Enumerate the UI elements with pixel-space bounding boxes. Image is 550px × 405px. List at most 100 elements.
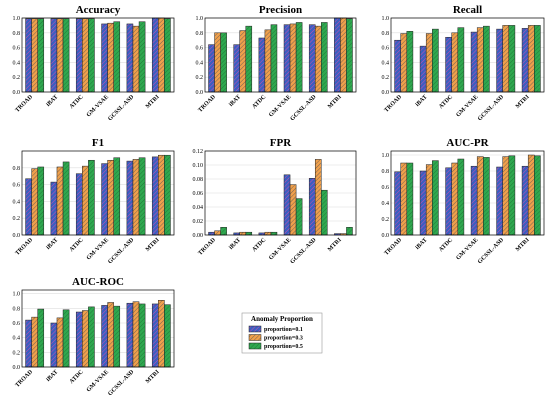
bar-ibat-proportion-0-5 bbox=[245, 231, 253, 236]
legend-label-proportion-0-3: proportion=0.3 bbox=[264, 336, 303, 342]
bar-ibat-proportion-0-3 bbox=[56, 317, 64, 368]
x-tick-label-gm-vsae: GM-VSAE bbox=[455, 94, 479, 118]
bar-gcssl-asd-proportion-0-3 bbox=[314, 25, 322, 93]
x-tick-label-atdc: ATDC bbox=[438, 94, 454, 110]
y-tick-label: 0.0 bbox=[13, 90, 21, 96]
y-tick-label: 0.4 bbox=[13, 199, 21, 205]
bar-gcssl-asd-proportion-0-1 bbox=[308, 178, 316, 236]
plot-frame bbox=[390, 17, 545, 93]
bar-troad-proportion-0-1 bbox=[394, 39, 401, 93]
x-tick-label-troad: TROAD bbox=[15, 369, 35, 389]
bar-atdc-proportion-0-1 bbox=[75, 173, 83, 236]
bar-ibat-proportion-0-5 bbox=[62, 309, 70, 368]
bar-atdc-proportion-0-1 bbox=[445, 167, 452, 236]
x-tick-label-atdc: ATDC bbox=[69, 369, 85, 385]
bar-mtri-proportion-0-1 bbox=[151, 303, 159, 368]
chart-auc-roc: AUC-ROC 0.0 0.2 0.4 0.6 0.8 1.0 TROAD iBAT ATDC GM… bbox=[13, 276, 175, 397]
y-tick-label: 1.0 bbox=[196, 16, 204, 22]
bar-atdc-proportion-0-1 bbox=[258, 37, 266, 93]
bar-troad-proportion-0-3 bbox=[31, 18, 38, 93]
bar-troad-proportion-0-3 bbox=[31, 316, 38, 368]
bar-atdc-proportion-0-5 bbox=[88, 18, 95, 93]
y-tick-label: 0.4 bbox=[196, 60, 204, 66]
bar-ibat-proportion-0-3 bbox=[56, 166, 64, 236]
x-tick-label-gcssl-asd: GCSSL-ASD bbox=[477, 94, 506, 123]
bar-mtri-proportion-0-3 bbox=[158, 300, 165, 368]
y-tick-label: 0.00 bbox=[193, 233, 204, 239]
x-tick-label-ibat: iBAT bbox=[228, 237, 242, 251]
bar-ibat-proportion-0-1 bbox=[50, 322, 58, 368]
x-tick-label-ibat: iBAT bbox=[228, 94, 242, 108]
bar-atdc-proportion-0-1 bbox=[75, 311, 83, 368]
x-tick-label-gcssl-asd: GCSSL-ASD bbox=[107, 369, 136, 398]
bar-gm-vsae-proportion-0-3 bbox=[476, 27, 484, 93]
y-tick-label: 0.04 bbox=[193, 205, 204, 211]
bar-gm-vsae-proportion-0-5 bbox=[113, 157, 121, 236]
bar-mtri-proportion-0-5 bbox=[164, 304, 171, 368]
bar-ibat-proportion-0-3 bbox=[425, 164, 433, 236]
bar-mtri-proportion-0-3 bbox=[527, 154, 535, 236]
bar-gcssl-asd-proportion-0-5 bbox=[321, 189, 328, 236]
legend-swatch-proportion-0-1 bbox=[248, 325, 262, 333]
bar-gcssl-asd-proportion-0-3 bbox=[132, 301, 140, 368]
y-tick-label: 0.0 bbox=[13, 365, 21, 371]
x-tick-label-ibat: iBAT bbox=[415, 94, 429, 108]
y-tick-label: 0.2 bbox=[196, 75, 204, 81]
bar-gm-vsae-proportion-0-5 bbox=[483, 25, 490, 93]
bar-atdc-proportion-0-3 bbox=[82, 310, 89, 368]
y-tick-label: 1.0 bbox=[382, 153, 390, 159]
plot-frame bbox=[204, 150, 357, 236]
y-tick-label: 1.0 bbox=[13, 292, 21, 298]
bar-atdc-proportion-0-1 bbox=[445, 36, 452, 93]
bar-mtri-proportion-0-3 bbox=[527, 25, 535, 93]
x-tick-label-atdc: ATDC bbox=[251, 237, 267, 253]
y-tick-label: 0.0 bbox=[382, 90, 390, 96]
legend: Anomaly Proportion proportion=0.1 proport… bbox=[241, 312, 323, 354]
bar-gm-vsae-proportion-0-3 bbox=[289, 23, 297, 93]
bar-mtri-proportion-0-5 bbox=[346, 18, 353, 93]
x-tick-label-gcssl-asd: GCSSL-ASD bbox=[290, 94, 319, 123]
chart-title-f1: F1 bbox=[92, 137, 104, 149]
bar-ibat-proportion-0-3 bbox=[239, 231, 247, 236]
bar-gcssl-asd-proportion-0-5 bbox=[138, 303, 146, 368]
x-tick-label-gm-vsae: GM-VSAE bbox=[86, 237, 110, 261]
y-tick-label: 0.2 bbox=[13, 75, 21, 81]
bar-mtri-proportion-0-5 bbox=[346, 227, 353, 236]
bar-ibat-proportion-0-3 bbox=[56, 18, 64, 93]
y-tick-label: 0.8 bbox=[13, 306, 21, 312]
y-tick-label: 1.0 bbox=[13, 16, 21, 22]
y-tick-label: 0.2 bbox=[382, 217, 390, 223]
bar-gm-vsae-proportion-0-1 bbox=[470, 31, 478, 93]
bar-gcssl-asd-proportion-0-3 bbox=[132, 25, 140, 93]
y-tick-label: 0.02 bbox=[193, 219, 204, 225]
y-tick-label: 0.0 bbox=[196, 90, 204, 96]
y-tick-label: 0.6 bbox=[196, 46, 204, 52]
bar-troad-proportion-0-1 bbox=[208, 231, 215, 236]
bar-troad-proportion-0-5 bbox=[37, 166, 45, 236]
y-tick-label: 0.4 bbox=[382, 60, 390, 66]
bar-gm-vsae-proportion-0-1 bbox=[101, 163, 108, 236]
y-tick-label: 0.2 bbox=[382, 75, 390, 81]
x-tick-label-gm-vsae: GM-VSAE bbox=[86, 94, 110, 118]
bar-gm-vsae-proportion-0-1 bbox=[101, 305, 108, 368]
y-tick-label: 0.8 bbox=[196, 31, 204, 37]
chart-precision: Precision 0.0 0.2 0.4 0.6 0.8 1.0 TROAD iBAT ATDC… bbox=[196, 4, 357, 122]
bar-atdc-proportion-0-5 bbox=[270, 24, 278, 93]
bar-troad-proportion-0-1 bbox=[208, 44, 215, 93]
y-tick-label: 1.0 bbox=[382, 16, 390, 22]
bar-gcssl-asd-proportion-0-5 bbox=[321, 22, 328, 93]
y-tick-label: 0.6 bbox=[13, 183, 21, 189]
y-tick-label: 0.0 bbox=[382, 233, 390, 239]
y-tick-label: 0.8 bbox=[13, 166, 21, 172]
bar-gm-vsae-proportion-0-1 bbox=[283, 174, 291, 236]
plot-frame bbox=[21, 17, 175, 93]
bar-atdc-proportion-0-5 bbox=[88, 306, 95, 368]
x-tick-label-gcssl-asd: GCSSL-ASD bbox=[107, 94, 136, 123]
bar-mtri-proportion-0-3 bbox=[158, 17, 165, 93]
bar-atdc-proportion-0-5 bbox=[457, 158, 465, 236]
bar-gm-vsae-proportion-0-3 bbox=[476, 156, 484, 236]
bar-troad-proportion-0-1 bbox=[25, 178, 32, 236]
bar-gcssl-asd-proportion-0-1 bbox=[496, 166, 503, 236]
bar-gm-vsae-proportion-0-5 bbox=[483, 157, 490, 236]
